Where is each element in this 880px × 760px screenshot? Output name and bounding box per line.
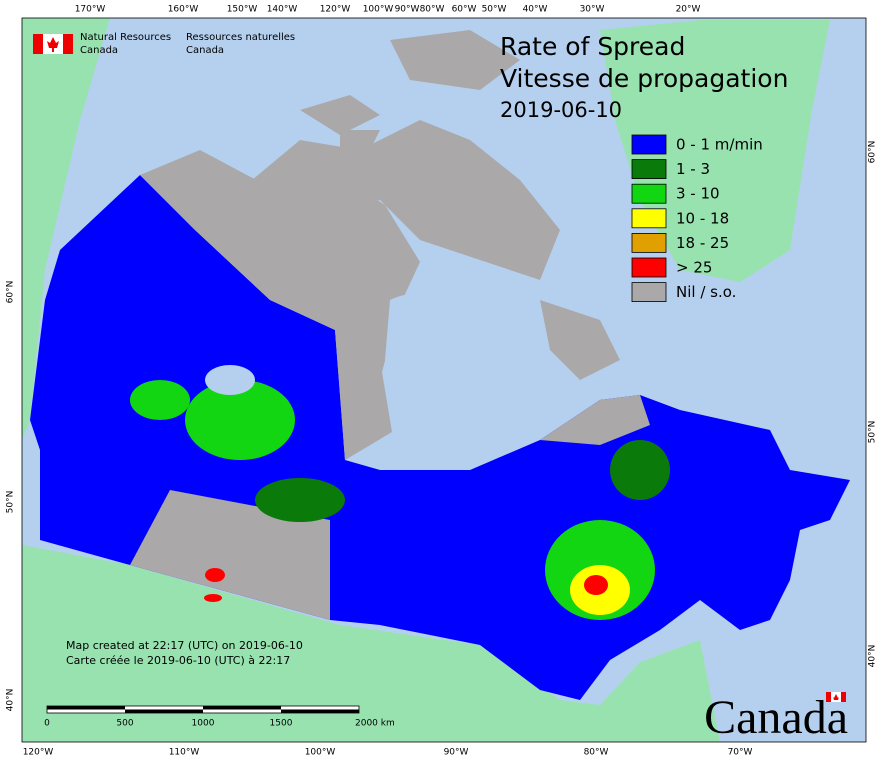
left-graticule-label: 60°N [6,281,16,304]
top-graticule-label: 150°W [227,5,258,15]
legend-label: > 25 [676,259,712,277]
hudson-bay [385,292,547,440]
top-graticule-label: 60°W [452,5,477,15]
top-graticule-label: 160°W [168,5,199,15]
top-graticule-label: 100°W [363,5,394,15]
right-graticule-label: 50°N [868,421,878,444]
alaska [22,18,110,440]
scale-label: 1000 [192,719,215,729]
map-date: 2019-06-10 [500,98,622,122]
agency-fr-2: Canada [186,45,224,56]
prairie-nil [130,490,330,620]
canada-wordmark: Canada [704,691,848,744]
legend-swatch [631,232,667,253]
legend-label: 18 - 25 [676,234,729,252]
legend-swatch [631,134,667,155]
top-graticule-label: 170°W [75,5,106,15]
wordmark-flag [826,692,846,702]
title-fr: Vitesse de propagation [500,64,788,93]
quebec-nil [540,395,650,445]
legend-swatch [631,183,667,204]
top-graticule-label: 20°W [676,5,701,15]
legend-label: 0 - 1 m/min [676,136,763,154]
scale-label: 1500 [270,719,293,729]
legend-swatch [631,257,667,278]
legend-swatch [631,208,667,229]
legend-label: Nil / s.o. [676,283,736,301]
spread-patches [130,365,670,620]
bottom-graticule-label: 90°W [444,748,469,758]
bottom-graticule-label: 100°W [305,748,336,758]
left-graticule-label: 40°N [6,689,16,712]
united-states [22,545,720,742]
bottom-graticule-label: 120°W [23,748,54,758]
north-nil [140,150,420,460]
bottom-graticule-label: 80°W [584,748,609,758]
top-graticule-label: 140°W [267,5,298,15]
nrcan-flag [33,34,73,54]
scale-bar [46,705,360,714]
legend-label: 3 - 10 [676,185,720,203]
bottom-graticule-label: 70°W [728,748,753,758]
credit-fr: Carte créée le 2019-06-10 (UTC) à 22:17 [66,654,290,667]
right-graticule-label: 60°N [868,141,878,164]
map-body [22,18,866,742]
agency-en-2: Canada [80,45,118,56]
top-graticule-label: 120°W [320,5,351,15]
agency-en: Natural Resources [80,32,171,43]
legend-label: 10 - 18 [676,209,729,227]
scale-label: 2000 km [355,719,395,729]
scale-label: 0 [44,719,50,729]
title-en: Rate of Spread [500,32,685,61]
bottom-graticule-label: 110°W [169,748,200,758]
credit-en: Map created at 22:17 (UTC) on 2019-06-10 [66,639,303,652]
left-graticule-label: 50°N [6,491,16,514]
legend-swatch [631,282,667,303]
legend-swatch [631,159,667,180]
map-frame [21,17,867,743]
arctic-islands [240,30,620,380]
agency-fr: Ressources naturelles [186,32,295,43]
right-graticule-label: 40°N [868,645,878,668]
legend-label: 1 - 3 [676,160,710,178]
scale-label: 500 [116,719,133,729]
top-graticule-label: 40°W [523,5,548,15]
top-graticule-label: 30°W [580,5,605,15]
top-graticule-label: 80°W [420,5,445,15]
top-graticule-label: 90°W [395,5,420,15]
top-graticule-label: 50°W [482,5,507,15]
